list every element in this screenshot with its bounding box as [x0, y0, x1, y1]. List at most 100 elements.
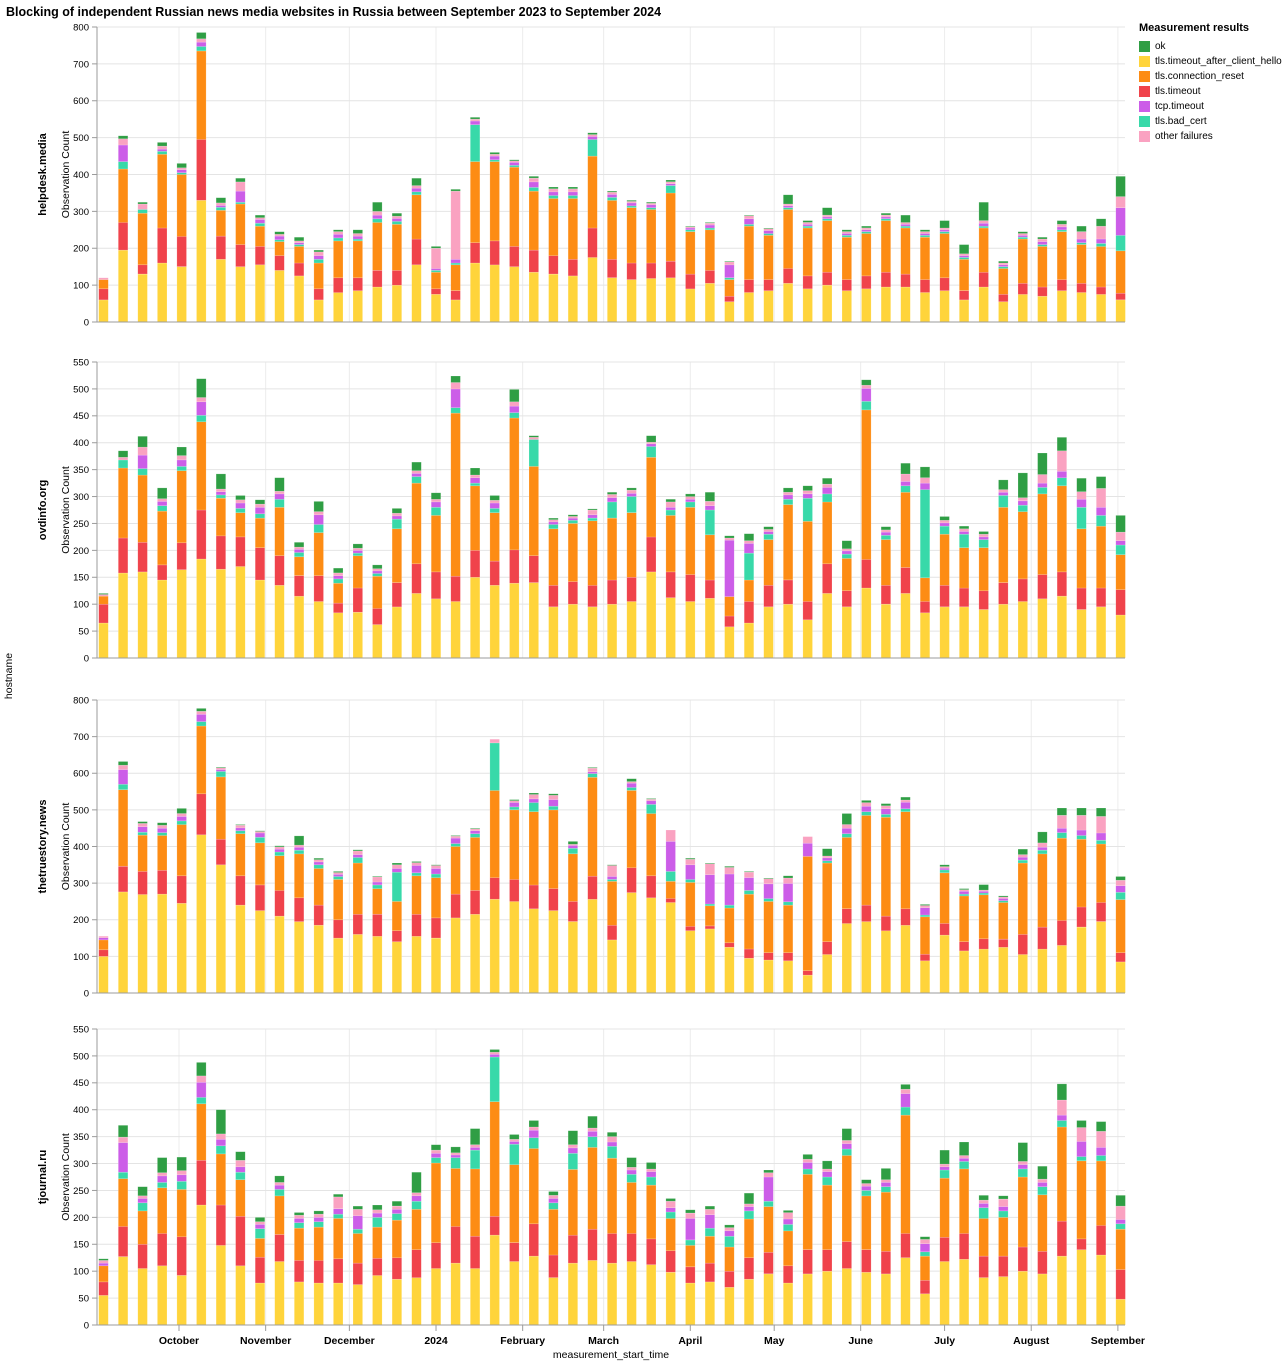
- bar-segment-other failures[interactable]: [313, 251, 324, 256]
- bar-segment-tls.timeout[interactable]: [743, 601, 755, 624]
- bar-segment-tls.timeout_after_client_hello[interactable]: [626, 892, 637, 994]
- bar-segment-tls.connection_reset[interactable]: [587, 777, 598, 877]
- bar-segment-tls.timeout[interactable]: [137, 1244, 148, 1269]
- bar-segment-other failures[interactable]: [685, 859, 696, 866]
- bar-segment-other failures[interactable]: [939, 519, 950, 524]
- bar-segment-tls.connection_reset[interactable]: [822, 220, 833, 273]
- bar-segment-ok[interactable]: [841, 540, 852, 550]
- bar-segment-tls.timeout[interactable]: [489, 560, 500, 586]
- bar-segment-tls.connection_reset[interactable]: [215, 497, 226, 537]
- bar-segment-other failures[interactable]: [1076, 1127, 1087, 1142]
- bar-segment-tls.bad_cert[interactable]: [1096, 1155, 1107, 1162]
- bar-segment-tls.connection_reset[interactable]: [509, 1164, 520, 1243]
- bar-segment-tls.bad_cert[interactable]: [998, 495, 1009, 508]
- bar-segment-tcp.timeout[interactable]: [880, 216, 891, 219]
- bar-segment-tls.timeout[interactable]: [998, 582, 1009, 605]
- bar-segment-tcp.timeout[interactable]: [646, 443, 657, 447]
- bar-segment-tls.bad_cert[interactable]: [176, 466, 187, 471]
- bar-segment-tls.timeout_after_client_hello[interactable]: [1096, 294, 1107, 323]
- bar-segment-tls.bad_cert[interactable]: [685, 879, 696, 883]
- bar-segment-other failures[interactable]: [567, 1144, 578, 1149]
- bar-segment-tls.timeout[interactable]: [607, 259, 618, 278]
- bar-segment-tls.connection_reset[interactable]: [333, 582, 344, 604]
- bar-segment-tcp.timeout[interactable]: [959, 531, 970, 535]
- bar-segment-ok[interactable]: [411, 461, 422, 471]
- bar-segment-other failures[interactable]: [1076, 815, 1087, 831]
- bar-segment-tls.connection_reset[interactable]: [157, 1187, 168, 1234]
- bar-segment-other failures[interactable]: [196, 397, 207, 403]
- bar-segment-tls.bad_cert[interactable]: [528, 439, 539, 467]
- bar-segment-tls.bad_cert[interactable]: [313, 524, 324, 533]
- bar-segment-tls.connection_reset[interactable]: [665, 881, 676, 899]
- bar-segment-tcp.timeout[interactable]: [98, 937, 109, 941]
- bar-segment-ok[interactable]: [1076, 477, 1087, 492]
- bar-segment-other failures[interactable]: [470, 474, 481, 478]
- bar-segment-ok[interactable]: [1017, 848, 1028, 855]
- bar-segment-ok[interactable]: [157, 822, 168, 826]
- bar-segment-other failures[interactable]: [1017, 1161, 1028, 1165]
- bar-segment-tcp.timeout[interactable]: [704, 505, 715, 511]
- bar-segment-tcp.timeout[interactable]: [1056, 827, 1067, 833]
- bar-segment-ok[interactable]: [470, 117, 481, 120]
- bar-segment-tls.timeout_after_client_hello[interactable]: [763, 606, 774, 659]
- bar-segment-tls.timeout[interactable]: [724, 1270, 735, 1288]
- bar-segment-tls.timeout_after_client_hello[interactable]: [1056, 595, 1067, 659]
- bar-segment-tls.timeout_after_client_hello[interactable]: [313, 1282, 324, 1326]
- bar-segment-ok[interactable]: [430, 864, 442, 866]
- bar-segment-tls.timeout_after_client_hello[interactable]: [998, 603, 1009, 659]
- bar-segment-tcp.timeout[interactable]: [939, 522, 950, 527]
- bar-segment-tcp.timeout[interactable]: [254, 219, 266, 224]
- bar-segment-tls.connection_reset[interactable]: [841, 1155, 852, 1242]
- bar-segment-tls.bad_cert[interactable]: [176, 172, 187, 175]
- bar-segment-tcp.timeout[interactable]: [391, 868, 402, 873]
- bar-segment-tls.timeout[interactable]: [254, 246, 266, 266]
- bar-segment-tcp.timeout[interactable]: [137, 1198, 148, 1204]
- bar-segment-ok[interactable]: [646, 798, 657, 800]
- bar-segment-tls.timeout_after_client_hello[interactable]: [352, 612, 363, 659]
- bar-segment-tls.timeout_after_client_hello[interactable]: [1017, 954, 1028, 994]
- bar-segment-tcp.timeout[interactable]: [1076, 498, 1087, 508]
- bar-segment-tls.bad_cert[interactable]: [763, 898, 774, 902]
- bar-segment-ok[interactable]: [489, 1049, 500, 1053]
- bar-segment-tcp.timeout[interactable]: [548, 799, 559, 807]
- bar-segment-ok[interactable]: [450, 1146, 461, 1154]
- bar-segment-tls.timeout[interactable]: [450, 290, 461, 301]
- bar-segment-tls.bad_cert[interactable]: [157, 1182, 168, 1189]
- bar-segment-other failures[interactable]: [1037, 842, 1048, 848]
- bar-segment-tcp.timeout[interactable]: [1096, 1147, 1107, 1156]
- bar-segment-tls.bad_cert[interactable]: [939, 231, 950, 234]
- bar-segment-tls.timeout_after_client_hello[interactable]: [822, 1270, 833, 1326]
- bar-segment-tls.timeout[interactable]: [352, 587, 363, 613]
- bar-segment-tls.timeout[interactable]: [254, 1256, 266, 1284]
- bar-segment-tls.connection_reset[interactable]: [1115, 899, 1126, 953]
- bar-segment-tls.connection_reset[interactable]: [802, 521, 813, 602]
- bar-segment-tls.timeout_after_client_hello[interactable]: [587, 1260, 598, 1326]
- bar-segment-tls.timeout[interactable]: [1037, 926, 1048, 950]
- bar-segment-tls.bad_cert[interactable]: [783, 901, 794, 906]
- bar-segment-tls.connection_reset[interactable]: [978, 894, 989, 940]
- bar-segment-tls.timeout_after_client_hello[interactable]: [1056, 290, 1067, 323]
- bar-segment-ok[interactable]: [1056, 437, 1067, 452]
- bar-segment-other failures[interactable]: [763, 529, 774, 532]
- bar-segment-tls.timeout_after_client_hello[interactable]: [783, 1282, 794, 1326]
- bar-segment-other failures[interactable]: [176, 455, 187, 461]
- bar-segment-tls.timeout_after_client_hello[interactable]: [587, 257, 598, 323]
- bar-segment-tls.connection_reset[interactable]: [1076, 244, 1087, 284]
- bar-segment-tls.timeout_after_client_hello[interactable]: [1056, 1255, 1067, 1326]
- bar-segment-ok[interactable]: [978, 1195, 989, 1201]
- bar-segment-tcp.timeout[interactable]: [704, 1214, 715, 1229]
- bar-segment-tls.connection_reset[interactable]: [743, 579, 755, 602]
- bar-segment-tls.bad_cert[interactable]: [313, 864, 324, 869]
- bar-segment-tls.timeout[interactable]: [528, 249, 539, 273]
- bar-segment-other failures[interactable]: [1076, 231, 1087, 240]
- bar-segment-tcp.timeout[interactable]: [118, 1142, 129, 1173]
- bar-segment-ok[interactable]: [313, 857, 324, 860]
- bar-segment-ok[interactable]: [137, 821, 148, 824]
- bar-segment-tcp.timeout[interactable]: [1056, 1114, 1067, 1121]
- bar-segment-tcp.timeout[interactable]: [626, 1169, 637, 1175]
- bar-segment-tcp.timeout[interactable]: [196, 41, 207, 47]
- bar-segment-tls.timeout[interactable]: [978, 271, 989, 288]
- bar-segment-tls.timeout_after_client_hello[interactable]: [215, 259, 226, 323]
- bar-segment-tls.bad_cert[interactable]: [274, 1189, 285, 1197]
- bar-segment-tcp.timeout[interactable]: [724, 1230, 735, 1237]
